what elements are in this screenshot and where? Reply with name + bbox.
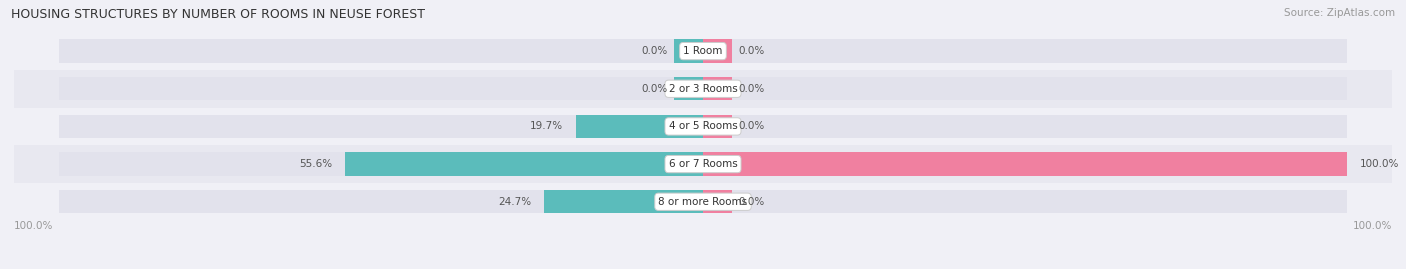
Bar <box>703 190 733 213</box>
Text: 0.0%: 0.0% <box>641 84 668 94</box>
Bar <box>703 153 1347 176</box>
Bar <box>703 77 1347 100</box>
Text: 6 or 7 Rooms: 6 or 7 Rooms <box>669 159 737 169</box>
Text: 0.0%: 0.0% <box>641 46 668 56</box>
Bar <box>14 183 1392 221</box>
Bar <box>59 40 703 63</box>
Text: 0.0%: 0.0% <box>738 197 765 207</box>
Bar <box>703 190 1347 213</box>
Text: 100.0%: 100.0% <box>1353 221 1392 231</box>
Bar <box>544 190 703 213</box>
Bar <box>14 70 1392 108</box>
Text: 19.7%: 19.7% <box>530 121 564 132</box>
Bar <box>703 153 1347 176</box>
Bar <box>703 115 733 138</box>
Bar <box>344 153 703 176</box>
Bar <box>59 77 703 100</box>
Text: Source: ZipAtlas.com: Source: ZipAtlas.com <box>1284 8 1395 18</box>
Bar <box>59 115 703 138</box>
Bar <box>673 40 703 63</box>
Text: 8 or more Rooms: 8 or more Rooms <box>658 197 748 207</box>
Text: 100.0%: 100.0% <box>14 221 53 231</box>
Bar <box>14 32 1392 70</box>
Text: 0.0%: 0.0% <box>738 84 765 94</box>
Bar <box>703 77 733 100</box>
Bar <box>703 115 1347 138</box>
Bar <box>576 115 703 138</box>
Text: HOUSING STRUCTURES BY NUMBER OF ROOMS IN NEUSE FOREST: HOUSING STRUCTURES BY NUMBER OF ROOMS IN… <box>11 8 425 21</box>
Bar <box>59 190 703 213</box>
Bar <box>703 40 733 63</box>
Text: 1 Room: 1 Room <box>683 46 723 56</box>
Text: 4 or 5 Rooms: 4 or 5 Rooms <box>669 121 737 132</box>
Bar <box>14 145 1392 183</box>
Text: 100.0%: 100.0% <box>1360 159 1399 169</box>
Bar <box>673 77 703 100</box>
Text: 0.0%: 0.0% <box>738 121 765 132</box>
Text: 2 or 3 Rooms: 2 or 3 Rooms <box>669 84 737 94</box>
Text: 55.6%: 55.6% <box>299 159 332 169</box>
Text: 24.7%: 24.7% <box>498 197 531 207</box>
Bar <box>703 40 1347 63</box>
Bar <box>14 108 1392 145</box>
Text: 0.0%: 0.0% <box>738 46 765 56</box>
Bar <box>59 153 703 176</box>
